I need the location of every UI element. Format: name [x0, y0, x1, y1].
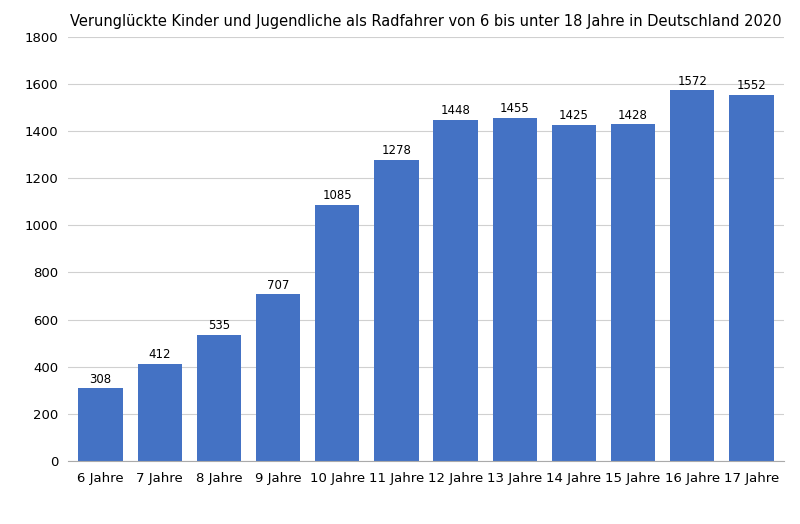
Text: 1455: 1455: [500, 102, 530, 115]
Title: Verunglückte Kinder und Jugendliche als Radfahrer von 6 bis unter 18 Jahre in De: Verunglückte Kinder und Jugendliche als …: [70, 14, 782, 29]
Text: 1425: 1425: [559, 110, 589, 122]
Text: 535: 535: [208, 319, 230, 332]
Text: 1572: 1572: [678, 74, 707, 88]
Bar: [197, 335, 241, 461]
Bar: [374, 160, 418, 461]
Bar: [434, 119, 478, 461]
Bar: [78, 388, 122, 461]
Bar: [730, 95, 774, 461]
Bar: [315, 205, 359, 461]
Bar: [611, 124, 655, 461]
Text: 707: 707: [267, 279, 290, 291]
Text: 1428: 1428: [618, 108, 648, 122]
Text: 1278: 1278: [382, 144, 411, 157]
Bar: [138, 364, 182, 461]
Text: 1552: 1552: [737, 79, 766, 92]
Text: 308: 308: [90, 373, 112, 386]
Bar: [493, 118, 537, 461]
Text: 1448: 1448: [441, 104, 470, 117]
Text: 412: 412: [149, 348, 171, 361]
Bar: [670, 91, 714, 461]
Bar: [552, 125, 596, 461]
Bar: [256, 294, 300, 461]
Text: 1085: 1085: [322, 190, 352, 202]
